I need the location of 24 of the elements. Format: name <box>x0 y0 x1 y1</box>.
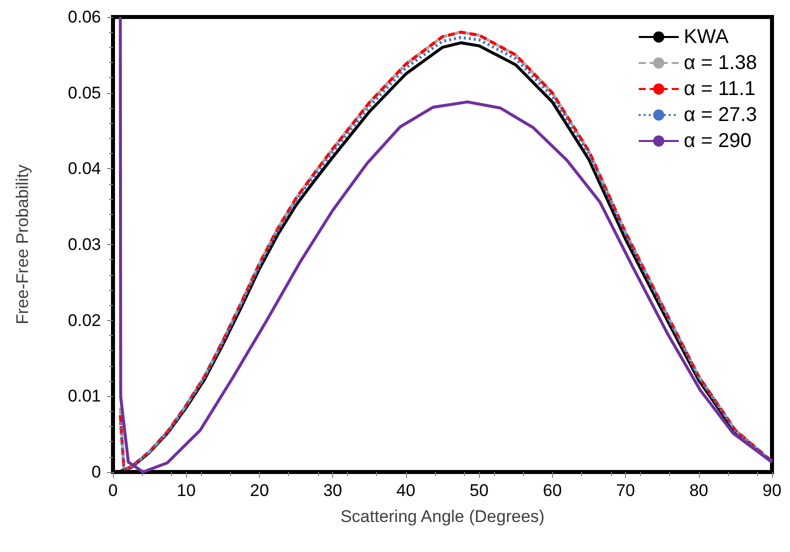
legend-label: α = 27.3 <box>684 104 757 126</box>
x-tick-label: 30 <box>323 481 342 500</box>
x-tick-label: 0 <box>108 481 118 500</box>
y-tick-label: 0.06 <box>68 8 101 26</box>
legend-label: α = 290 <box>684 130 752 152</box>
y-tick-label: 0.04 <box>68 159 101 178</box>
y-tick-label: 0.02 <box>68 310 101 330</box>
legend-label: α = 11.1 <box>684 78 756 100</box>
y-tick-label: 0.05 <box>68 83 101 102</box>
legend-label: KWA <box>684 26 730 48</box>
x-tick-label: 10 <box>176 481 196 500</box>
y-tick-label: 0 <box>92 462 101 482</box>
x-tick-label: 60 <box>542 481 562 500</box>
x-tick-label: 20 <box>250 481 269 500</box>
y-axis-title: Free-Free Probability <box>13 164 32 324</box>
y-tick-label: 0.03 <box>68 235 101 254</box>
x-tick-label: 90 <box>762 481 782 500</box>
x-tick-label: 70 <box>616 481 636 500</box>
x-tick-label: 80 <box>689 481 708 500</box>
y-tick-label: 0.01 <box>68 386 101 406</box>
legend-label: α = 1.38 <box>684 52 757 74</box>
x-axis-title: Scattering Angle (Degrees) <box>340 507 545 526</box>
x-tick-label: 40 <box>396 481 416 500</box>
x-tick-label: 50 <box>470 481 489 500</box>
